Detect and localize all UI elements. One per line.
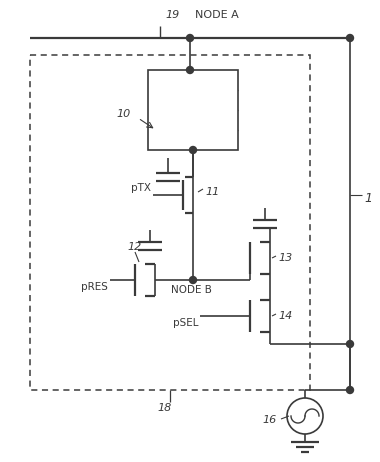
Text: 14: 14 [278,311,292,321]
Text: pSEL: pSEL [173,318,198,328]
Circle shape [190,146,196,153]
Text: 16: 16 [263,415,277,425]
Circle shape [347,35,353,42]
Text: NODE A: NODE A [195,10,239,20]
Text: 19: 19 [165,10,179,20]
Text: 10: 10 [116,109,130,119]
Text: pRES: pRES [81,282,108,292]
Text: NODE B: NODE B [171,285,211,295]
Text: 1: 1 [364,192,372,205]
Text: 11: 11 [205,187,219,197]
Circle shape [347,340,353,347]
Bar [148,70,238,150]
Text: 12: 12 [127,242,141,252]
Bar [30,55,310,390]
Circle shape [187,35,193,42]
Text: 13: 13 [278,253,292,263]
Circle shape [187,67,193,73]
Text: pTX: pTX [131,183,151,193]
Text: 18: 18 [158,403,172,413]
Circle shape [190,276,196,284]
Circle shape [347,387,353,394]
